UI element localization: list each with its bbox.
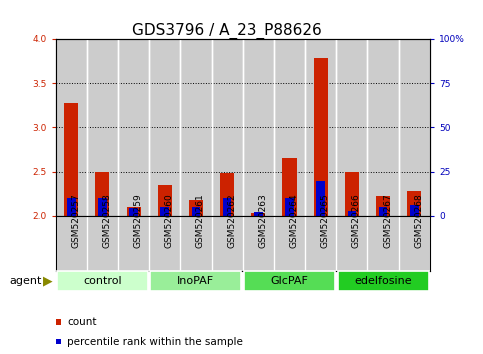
Bar	[57, 271, 148, 291]
Text: GSM520263: GSM520263	[258, 193, 267, 248]
Bar	[313, 57, 327, 216]
Text: GSM520265: GSM520265	[321, 193, 330, 248]
Text: GSM520266: GSM520266	[352, 193, 361, 248]
Text: edelfosine: edelfosine	[354, 276, 412, 286]
Bar	[338, 271, 428, 291]
Bar	[67, 198, 75, 216]
Bar	[180, 39, 212, 216]
Bar	[285, 198, 294, 216]
Bar	[244, 271, 335, 291]
Text: count: count	[67, 317, 97, 327]
Bar	[160, 207, 169, 216]
Bar	[98, 198, 107, 216]
Bar	[254, 212, 263, 216]
Bar	[158, 185, 172, 216]
Text: GSM520268: GSM520268	[414, 193, 423, 248]
Bar	[189, 200, 203, 216]
Text: agent: agent	[10, 276, 42, 286]
Bar	[64, 103, 78, 216]
Bar	[345, 172, 359, 216]
Text: control: control	[83, 276, 122, 286]
Bar	[127, 207, 141, 216]
Bar	[212, 39, 242, 216]
Text: percentile rank within the sample: percentile rank within the sample	[67, 337, 243, 347]
Bar	[410, 205, 419, 216]
Text: GlcPAF: GlcPAF	[270, 276, 309, 286]
Bar	[242, 39, 274, 216]
Text: GDS3796 / A_23_P88626: GDS3796 / A_23_P88626	[132, 23, 322, 39]
Text: GSM520258: GSM520258	[102, 193, 112, 248]
Bar	[95, 172, 109, 216]
Text: GSM520257: GSM520257	[71, 193, 80, 248]
Text: ▶: ▶	[43, 275, 52, 287]
Bar	[376, 195, 390, 216]
Text: GSM520267: GSM520267	[383, 193, 392, 248]
Bar	[336, 39, 368, 216]
Bar	[283, 159, 297, 216]
Bar	[118, 39, 149, 216]
Bar	[129, 208, 138, 216]
Bar	[398, 39, 430, 216]
Text: GSM520259: GSM520259	[133, 193, 142, 248]
Bar	[220, 173, 234, 216]
Bar	[87, 39, 118, 216]
Text: GSM520264: GSM520264	[289, 193, 298, 248]
Text: GSM520261: GSM520261	[196, 193, 205, 248]
Bar	[379, 207, 387, 216]
Text: InoPAF: InoPAF	[177, 276, 214, 286]
Text: GSM520262: GSM520262	[227, 193, 236, 248]
Bar	[305, 39, 336, 216]
Bar	[251, 213, 265, 216]
Bar	[149, 39, 180, 216]
Bar	[274, 39, 305, 216]
Bar	[348, 211, 356, 216]
Text: GSM520260: GSM520260	[165, 193, 174, 248]
Bar	[192, 207, 200, 216]
Bar	[407, 191, 421, 216]
Bar	[223, 198, 231, 216]
Bar	[150, 271, 242, 291]
Bar	[316, 181, 325, 216]
Bar	[368, 39, 398, 216]
Bar	[56, 39, 87, 216]
